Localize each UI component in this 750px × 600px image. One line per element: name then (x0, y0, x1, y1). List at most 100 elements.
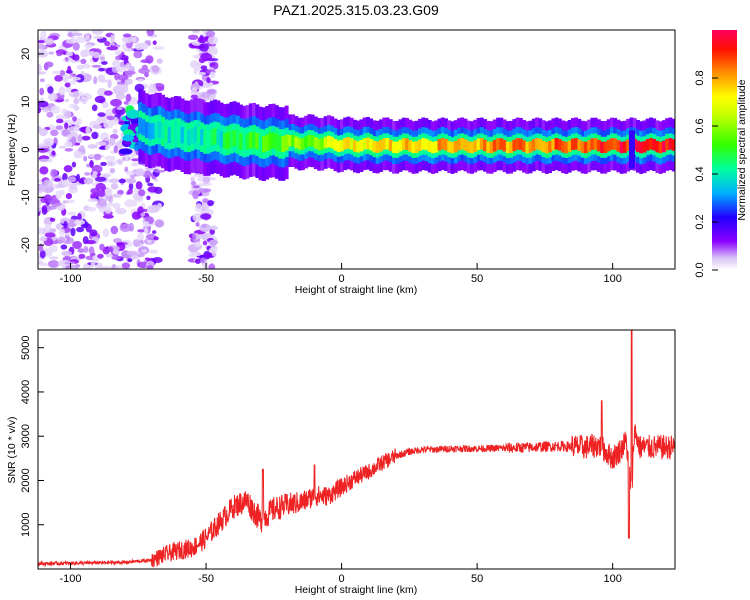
spectrogram-ridge-cell (343, 138, 348, 150)
spectrogram-ridge-cell (522, 140, 526, 152)
spectrogram-noise-blob (73, 149, 81, 159)
spectrogram-ridge-cell (567, 140, 572, 153)
spectrogram-ridge-cell (405, 138, 409, 150)
spectrogram-noise-blob (104, 206, 112, 214)
spectrogram-noise-blob (193, 67, 198, 75)
spectrogram-noise-blob (202, 240, 208, 246)
spectrogram-ridge-cell (304, 136, 309, 148)
spectrogram-noise-blob (78, 179, 84, 184)
spectrogram-ridge-cell (515, 138, 520, 150)
spectrogram-noise-blob (137, 261, 149, 269)
spectrogram-ridge-cell (274, 134, 279, 151)
snr-ylabel: SNR (10 * v/v) (6, 416, 18, 483)
spectrogram-noise-blob (38, 183, 46, 193)
spectrogram-ridge-cell (385, 138, 390, 150)
spectrogram-noise-blob (73, 219, 86, 226)
spectrogram-noise-blob (51, 150, 56, 156)
spectrogram-noise-blob (104, 155, 116, 161)
spectrogram-ridge-cell (460, 138, 465, 150)
spectrogram-noise-blob (94, 176, 107, 182)
spectrogram-noise-blob (40, 30, 47, 39)
spectrogram-noise-blob (187, 34, 199, 40)
spectrogram-ridge-cell (164, 126, 169, 143)
spectrogram-noise-blob (39, 78, 45, 83)
spectrogram-noise-blob (151, 65, 160, 74)
spectrogram-noise-blob (59, 70, 66, 76)
spectrogram-ridge-cell (652, 139, 657, 151)
spectrogram-noise-blob (72, 42, 80, 51)
spectrogram-ridge-cell (333, 139, 338, 151)
spectrogram-noise-blob (146, 30, 155, 36)
spectrogram-ridge-cell (626, 139, 631, 151)
spectrogram-noise-blob (146, 195, 151, 201)
spectrogram-xtick-label: 0 (339, 273, 345, 285)
spectrogram-ridge-cell (219, 131, 224, 148)
spectrogram-noise-blob (195, 222, 200, 227)
spectrogram-noise-blob (91, 64, 102, 68)
spectrogram-noise-blob (67, 134, 73, 139)
spectrogram-ridge-cell (486, 141, 491, 153)
spectrogram-noise-blob (124, 70, 136, 76)
spectrogram-noise-blob (127, 188, 133, 195)
spectrogram-noise-blob (142, 221, 150, 228)
spectrogram-noise-blob (153, 236, 159, 241)
spectrogram-noise-blob (59, 228, 65, 236)
spectrogram-noise-blob (78, 97, 89, 103)
spectrogram-noise-blob (99, 56, 106, 61)
spectrogram-noise-blob (62, 74, 69, 83)
spectrogram-noise-blob (72, 241, 82, 249)
spectrogram-noise-blob (192, 213, 203, 222)
spectrogram-ridge-cell (499, 138, 504, 150)
spectrogram-ridge-cell (623, 141, 627, 153)
spectrogram-noise-blob (152, 46, 165, 50)
spectrogram-noise-blob (63, 165, 73, 173)
spectrogram-noise-blob (59, 217, 70, 225)
spectrogram-noise-blob (61, 250, 73, 257)
spectrogram-ridge-cell (356, 141, 361, 153)
spectrogram-noise-blob (100, 132, 109, 141)
spectrogram-noise-blob (64, 141, 73, 148)
spectrogram-ridge-cell (281, 136, 286, 153)
spectrogram-ridge-cell (414, 141, 419, 153)
spectrogram-noise-blob (200, 257, 206, 264)
spectrogram-ridge-cell (437, 139, 442, 151)
snr-series-line (38, 330, 675, 568)
spectrogram-noise-blob (64, 82, 71, 88)
spectrogram-noise-blob (50, 168, 58, 178)
spectrogram-xtick-label: -100 (60, 273, 82, 285)
spectrogram-noise-blob (146, 205, 159, 214)
spectrogram-noise-blob (140, 212, 146, 217)
spectrogram-noise-blob (58, 145, 66, 149)
spectrogram-noise-blob (72, 91, 80, 98)
snr-background (38, 330, 675, 569)
spectrogram-ridge-cell (216, 129, 221, 146)
spectrogram-noise-blob (135, 181, 143, 190)
spectrogram-ridge-cell (590, 138, 595, 150)
figure-title: PAZ1.2025.315.03.23.G09 (273, 2, 439, 18)
spectrogram-ridge-cell (427, 140, 432, 153)
spectrogram-ridge-cell (444, 139, 448, 151)
spectrogram-noise-blob (38, 143, 45, 147)
spectrogram-noise-blob (70, 227, 76, 237)
spectrogram-noise-blob (193, 173, 203, 178)
spectrogram-noise-blob (75, 36, 87, 44)
spectrogram-ridge-cell (574, 138, 579, 150)
spectrogram-ridge-cell (320, 138, 325, 150)
spectrogram-ridge-cell (431, 141, 435, 154)
spectrogram-noise-blob (194, 258, 201, 264)
spectrogram-ridge-cell (349, 138, 354, 150)
spectrogram-ridge-cell (655, 140, 660, 153)
spectrogram-ridge-cell (649, 138, 653, 150)
snr-xtick-label: -50 (198, 573, 214, 585)
spectrogram-noise-blob (87, 206, 96, 212)
spectrogram-ridge-cell (261, 136, 266, 153)
spectrogram-ridge-cell (492, 140, 497, 152)
spectrogram-ridge-cell (187, 129, 191, 146)
spectrogram-noise-blob (93, 35, 104, 39)
spectrogram-noise-blob (109, 137, 116, 146)
spectrogram-noise-blob (196, 61, 202, 67)
spectrogram-noise-blob (69, 183, 78, 190)
spectrogram-noise-blob (207, 35, 219, 45)
spectrogram-noise-blob (107, 161, 114, 167)
spectrogram-ridge-cell (580, 141, 585, 153)
